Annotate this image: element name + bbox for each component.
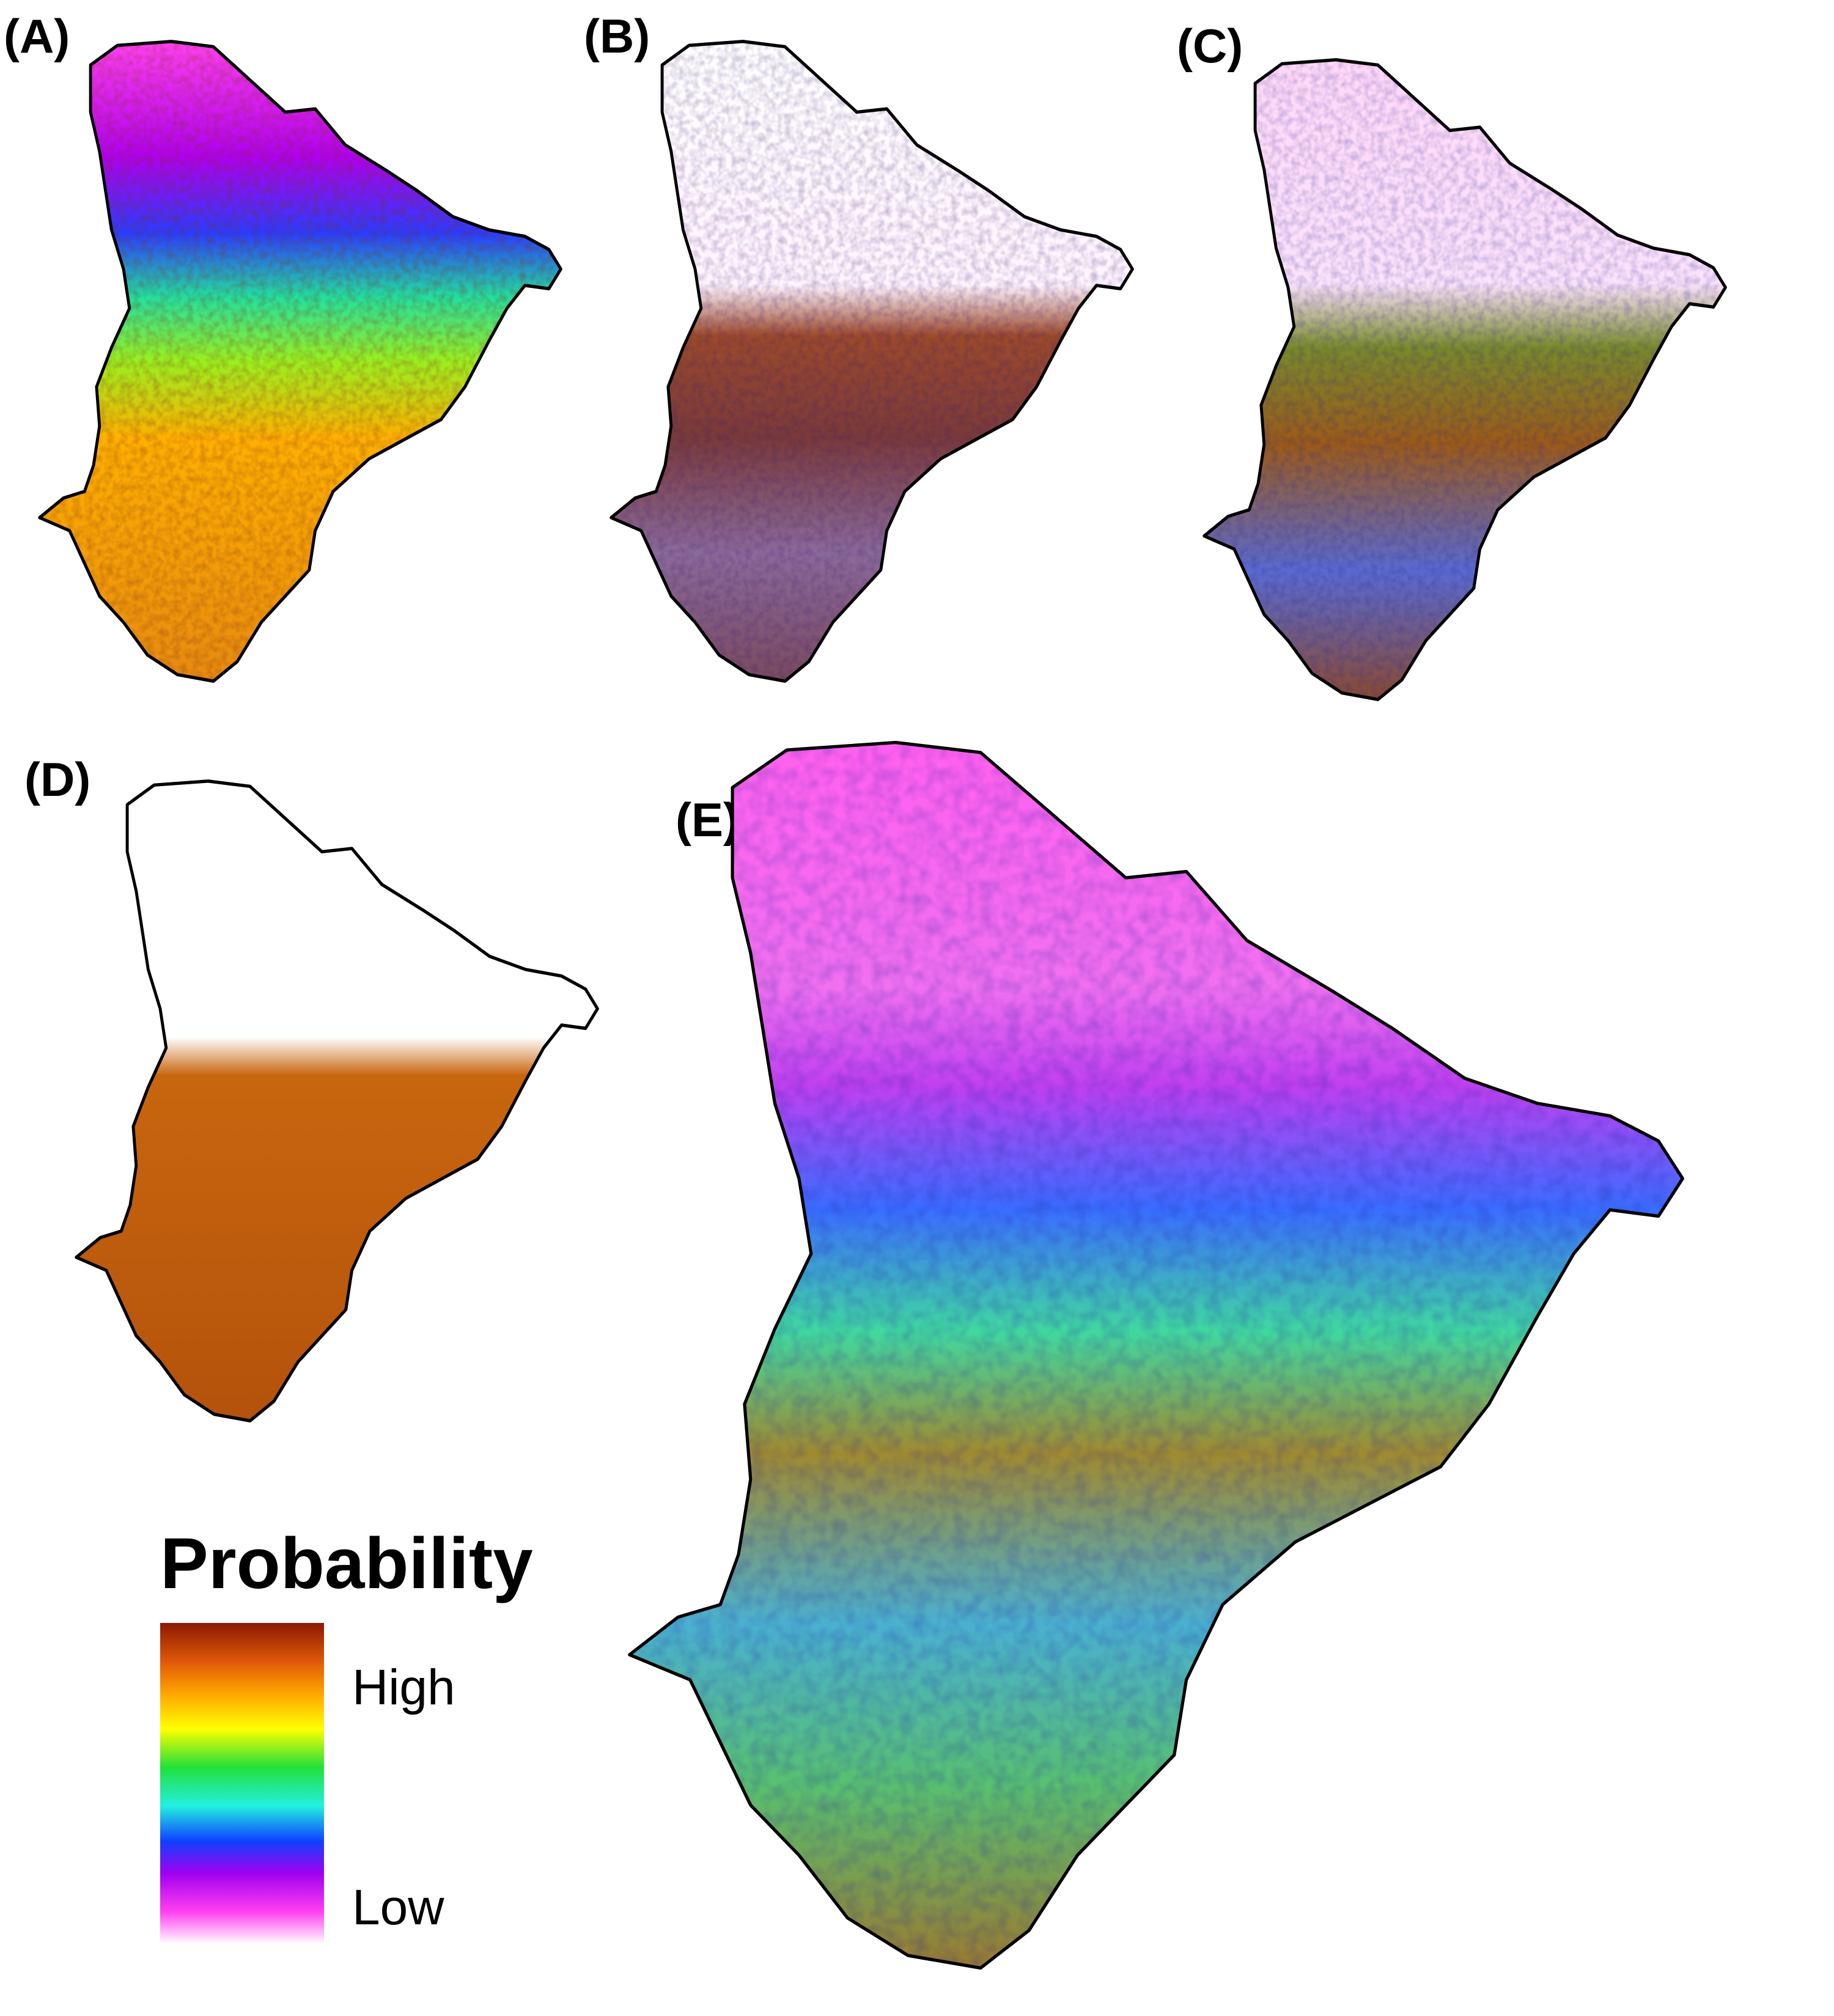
panel-e: (E) bbox=[630, 743, 1683, 1968]
panel-b: (B) bbox=[584, 9, 1132, 681]
panel-a: (A) bbox=[4, 9, 561, 681]
panel-label-e: (E) bbox=[676, 793, 739, 847]
legend-high-label: High bbox=[352, 1660, 455, 1715]
legend-low-label: Low bbox=[352, 1880, 444, 1935]
panel-d: (D) bbox=[24, 752, 597, 1421]
panel-label-a: (A) bbox=[4, 9, 70, 63]
panel-label-b: (B) bbox=[584, 9, 650, 63]
panel-c: (C) bbox=[1177, 19, 1725, 699]
map-d-fill bbox=[76, 781, 598, 1421]
panel-label-d: (D) bbox=[24, 752, 90, 806]
legend-color-ramp bbox=[160, 1623, 324, 1944]
panel-label-c: (C) bbox=[1177, 19, 1243, 73]
legend: Probability High Low bbox=[160, 1523, 533, 1944]
legend-title: Probability bbox=[160, 1523, 533, 1604]
